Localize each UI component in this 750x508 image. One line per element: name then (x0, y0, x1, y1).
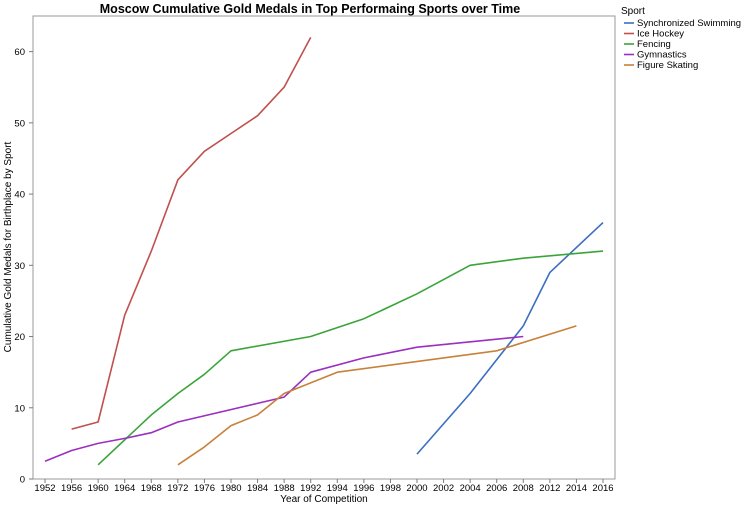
legend-label: Gymnastics (637, 50, 687, 61)
x-tick-label: 2008 (513, 483, 534, 494)
y-axis: 0 10 20 30 40 50 60 (14, 47, 33, 486)
x-tick-label: 1976 (194, 483, 215, 494)
x-tick-label: 1968 (141, 483, 162, 494)
x-axis: 1952 1956 1960 1964 1968 1972 1976 1980 1984 1988… (34, 479, 614, 494)
y-tick-label: 50 (14, 118, 25, 129)
x-tick-label: 1996 (353, 483, 374, 494)
legend-label: Ice Hockey (637, 29, 684, 40)
legend-label: Fencing (637, 39, 671, 50)
legend-item-synchronized-swimming: Synchronized Swimming (624, 18, 741, 29)
x-tick-label: 1972 (167, 483, 188, 494)
legend-item-gymnastics: Gymnastics (624, 50, 687, 61)
series-line-gymnastics (44, 335, 524, 462)
y-axis-label: Cumulative Gold Medals for Birthplace by… (3, 141, 14, 352)
x-tick-label: 2004 (460, 483, 481, 494)
y-tick-label: 10 (14, 403, 25, 414)
x-tick-label: 2012 (539, 483, 560, 494)
y-tick-label: 30 (14, 261, 25, 272)
x-tick-label: 1988 (274, 483, 295, 494)
x-axis-label: Year of Competition (280, 494, 367, 505)
x-tick-label: 2006 (486, 483, 507, 494)
y-tick-label: 0 (20, 475, 25, 486)
legend-item-figure-skating: Figure Skating (624, 60, 698, 71)
x-tick-label: 1956 (61, 483, 82, 494)
x-tick-label: 1980 (220, 483, 241, 494)
x-tick-label: 2016 (592, 483, 613, 494)
x-tick-label: 2002 (433, 483, 454, 494)
legend-title: Sport (621, 6, 645, 17)
chart-title: Moscow Cumulative Gold Medals in Top Per… (100, 2, 520, 16)
y-tick-label: 20 (14, 332, 25, 343)
x-tick-label: 2000 (406, 483, 427, 494)
x-tick-label: 1964 (114, 483, 135, 494)
series-line-synchronized-swimming (416, 222, 604, 455)
y-tick-label: 60 (14, 47, 25, 58)
series-line-fencing (97, 250, 604, 466)
series-line-ice-hockey (71, 37, 312, 430)
x-tick-label: 1992 (300, 483, 321, 494)
x-tick-label: 1994 (327, 483, 348, 494)
legend-label: Figure Skating (637, 60, 698, 71)
x-tick-label: 1998 (380, 483, 401, 494)
legend-label: Synchronized Swimming (637, 18, 741, 29)
legend-item-fencing: Fencing (624, 39, 671, 50)
x-tick-label: 1960 (88, 483, 109, 494)
series-layer (44, 37, 604, 466)
x-tick-label: 1952 (34, 483, 55, 494)
y-tick-label: 40 (14, 190, 25, 201)
x-tick-label: 2014 (566, 483, 587, 494)
plot-frame (32, 15, 616, 480)
x-tick-label: 1984 (247, 483, 268, 494)
legend-item-ice-hockey: Ice Hockey (624, 29, 684, 40)
series-line-figure-skating (177, 325, 577, 466)
